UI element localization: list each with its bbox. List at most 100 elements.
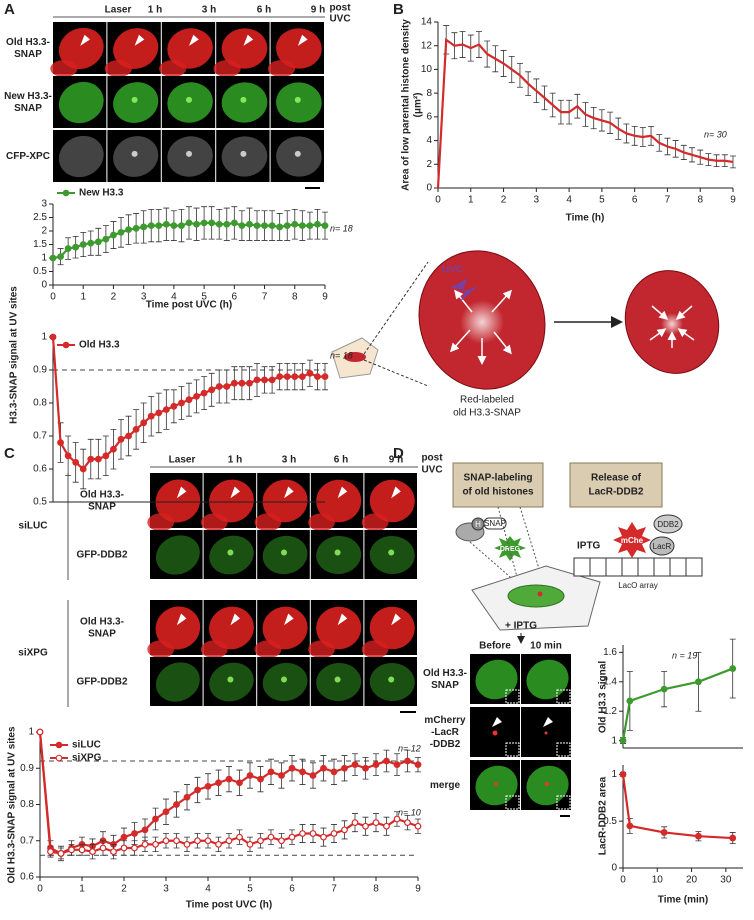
damage-spot — [334, 549, 341, 556]
data-point — [57, 439, 64, 447]
nucleus — [155, 479, 201, 523]
data-point — [162, 808, 170, 816]
data-point — [383, 822, 390, 830]
focus — [537, 591, 543, 597]
arrowhead — [391, 486, 401, 499]
column-header: Before — [479, 641, 511, 652]
damage-spot — [131, 150, 138, 157]
x-tick-label: 6 — [232, 292, 238, 303]
series-line — [436, 37, 734, 189]
nucleus — [316, 479, 362, 523]
column-header: UVC — [421, 465, 442, 476]
nucleus — [221, 28, 268, 69]
box-text: of old histones — [462, 487, 534, 498]
data-point — [178, 222, 185, 230]
data-point — [125, 432, 132, 440]
group-label: siXPG — [18, 648, 48, 659]
nucleus — [475, 659, 518, 700]
box — [452, 462, 544, 508]
data-point — [185, 396, 193, 404]
data-point — [619, 737, 627, 745]
data-point — [72, 459, 80, 466]
x-tick-label: 1 — [79, 884, 85, 895]
data-point — [283, 222, 291, 230]
y-tick-label: 8 — [426, 88, 432, 99]
nucleus — [308, 640, 335, 659]
data-point — [278, 772, 285, 779]
mche-star — [613, 522, 651, 558]
column-header: 9 h — [389, 455, 403, 466]
data-point — [230, 219, 238, 227]
data-point — [309, 830, 317, 837]
x-tick-label: 2 — [501, 195, 507, 206]
legend-marker — [55, 741, 63, 749]
data-point — [72, 243, 80, 251]
nucleus — [262, 479, 308, 523]
data-point — [78, 846, 86, 854]
nucleus — [200, 640, 228, 659]
box-text: Release of — [591, 473, 642, 484]
data-point — [299, 830, 306, 837]
legend-label: siXPG — [72, 753, 102, 764]
nucleus — [147, 640, 175, 659]
arrowhead — [284, 486, 294, 499]
y-tick-label: 1 — [611, 769, 617, 780]
y-tick-label: 3 — [41, 199, 47, 210]
data-point — [117, 228, 125, 236]
x-tick-label: 3 — [141, 292, 147, 303]
focus — [494, 782, 498, 786]
column-header: + IPTG — [505, 621, 537, 632]
data-point — [132, 426, 140, 433]
y-tick-label: 0.8 — [33, 398, 47, 409]
arrowhead — [80, 34, 90, 46]
annotation: n= 18 — [330, 223, 353, 233]
damage-spot — [281, 676, 287, 683]
x-axis-title: Time post UVC (h) — [186, 900, 272, 911]
data-point — [314, 220, 321, 228]
data-point — [253, 222, 261, 230]
nucleus — [147, 513, 175, 532]
nucleus — [369, 479, 415, 523]
nucleus — [104, 60, 132, 78]
data-point — [162, 406, 170, 414]
arrowhead — [176, 486, 187, 499]
data-point — [57, 850, 65, 857]
data-point — [147, 222, 155, 230]
data-point — [404, 757, 411, 765]
nucleus — [308, 513, 335, 532]
data-point — [330, 830, 338, 837]
annotation: n= 10 — [398, 807, 421, 817]
data-point — [183, 840, 191, 848]
row-label: SNAP — [14, 49, 42, 60]
caption: old H3.3-SNAP — [453, 408, 521, 419]
panel-label: B — [393, 1, 404, 18]
legend-marker — [62, 189, 70, 197]
data-point — [288, 833, 296, 841]
x-tick-label: 9 — [322, 292, 328, 303]
x-tick-label: 7 — [331, 884, 337, 895]
inset — [505, 689, 520, 704]
data-point — [47, 848, 54, 856]
data-point — [246, 379, 253, 387]
x-tick-label: 1 — [468, 195, 474, 206]
data-point — [261, 222, 268, 230]
data-point — [268, 222, 276, 230]
x-tick-label: 7 — [262, 292, 268, 303]
diagram-label: LacR — [653, 542, 672, 551]
arrowhead — [297, 34, 308, 46]
data-point — [351, 819, 359, 827]
data-point — [87, 239, 95, 247]
data-point — [299, 768, 306, 776]
data-point — [321, 373, 329, 381]
column-header: 6 h — [334, 455, 348, 466]
nucleus — [155, 662, 200, 702]
legend-marker — [62, 341, 70, 349]
annotation: n= 18 — [330, 350, 353, 360]
data-point — [162, 220, 170, 228]
legend-label: Old H3.3 — [79, 340, 120, 351]
data-point — [283, 373, 291, 381]
column-header: post — [421, 453, 443, 464]
laco-array — [573, 557, 703, 577]
data-point — [276, 373, 284, 381]
